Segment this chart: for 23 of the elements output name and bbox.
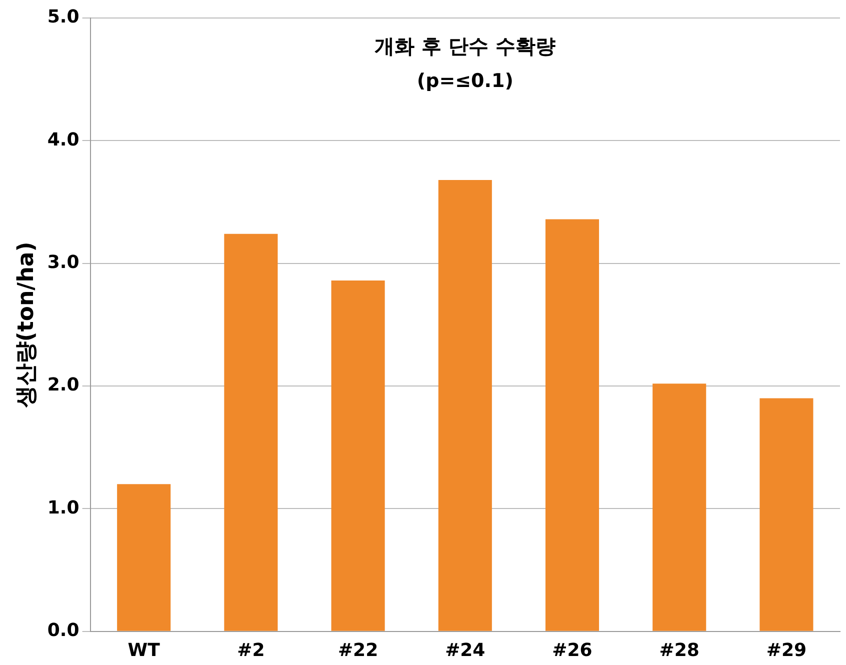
y-tick-label: 0.0	[47, 620, 80, 642]
x-tick-label: #24	[445, 640, 486, 661]
bar	[438, 180, 492, 631]
x-tick-label: #26	[552, 640, 592, 661]
bar	[652, 384, 706, 631]
y-tick-label: 4.0	[47, 129, 80, 150]
text: (p=≤0.1)	[416, 70, 514, 92]
x-tick-label: #28	[659, 640, 700, 661]
y-tick-label: 2.0	[47, 374, 80, 396]
text: 개화 후 단수 수확량	[374, 34, 556, 58]
y-tick-label: 1.0	[47, 497, 80, 518]
bar	[224, 234, 278, 631]
x-tick-label: #22	[338, 640, 378, 661]
y-axis-title: 생산량(ton/ha)	[14, 242, 39, 409]
x-tick-label: #2	[237, 640, 265, 661]
bar	[331, 280, 385, 631]
x-tick-label: #29	[766, 640, 807, 661]
y-tick-label: 5.0	[47, 6, 80, 28]
bar	[760, 398, 814, 631]
y-tick-label: 3.0	[47, 252, 80, 274]
bar	[117, 484, 171, 631]
x-tick-label: WT	[128, 640, 161, 661]
bar	[545, 219, 600, 631]
